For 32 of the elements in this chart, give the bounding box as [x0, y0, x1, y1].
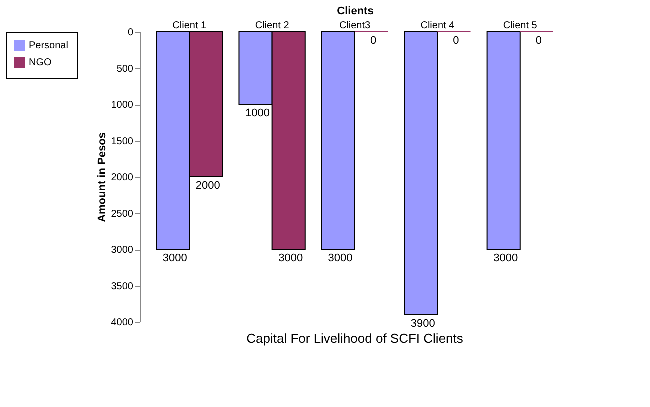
data-label: 3900 — [410, 318, 436, 330]
bar — [404, 32, 438, 316]
y-tick-label: 4000 — [111, 318, 134, 328]
y-tick-label: 0 — [128, 28, 134, 38]
x-tick-label: Client 1 — [172, 20, 208, 32]
x-tick-label: Client 2 — [255, 20, 290, 32]
y-axis-title: Amount in Pesos — [96, 132, 108, 222]
x-tick-label: Client3 — [339, 20, 371, 32]
y-tick-label: 2000 — [111, 172, 134, 184]
bar — [486, 32, 521, 250]
legend-label: Personal — [29, 40, 68, 52]
y-tick-label: 2500 — [111, 208, 134, 220]
x-tick-label: Client 5 — [503, 20, 538, 32]
data-label: 3000 — [278, 252, 304, 264]
legend-label: NGO — [29, 58, 52, 68]
y-tick-label: 500 — [116, 64, 134, 75]
y-tick-label: 3500 — [111, 281, 134, 292]
data-label: 3000 — [162, 252, 188, 264]
y-tick-label: 1500 — [111, 136, 134, 148]
data-label: 0 — [453, 35, 460, 47]
x-axis-title: Clients — [337, 6, 374, 18]
data-label: 0 — [536, 35, 542, 47]
y-tick-label: 1000 — [111, 100, 134, 111]
data-label: 3000 — [494, 252, 518, 264]
x-tick-label: Client 4 — [420, 20, 456, 32]
data-label: 0 — [370, 35, 377, 47]
text: Capital For Livelihood of SCFI Clients — [246, 330, 464, 346]
data-label: 3000 — [328, 252, 353, 264]
data-label: 2000 — [196, 180, 220, 192]
bar — [321, 32, 356, 250]
data-label: 1000 — [246, 108, 270, 120]
y-tick-label: 3000 — [111, 245, 134, 256]
